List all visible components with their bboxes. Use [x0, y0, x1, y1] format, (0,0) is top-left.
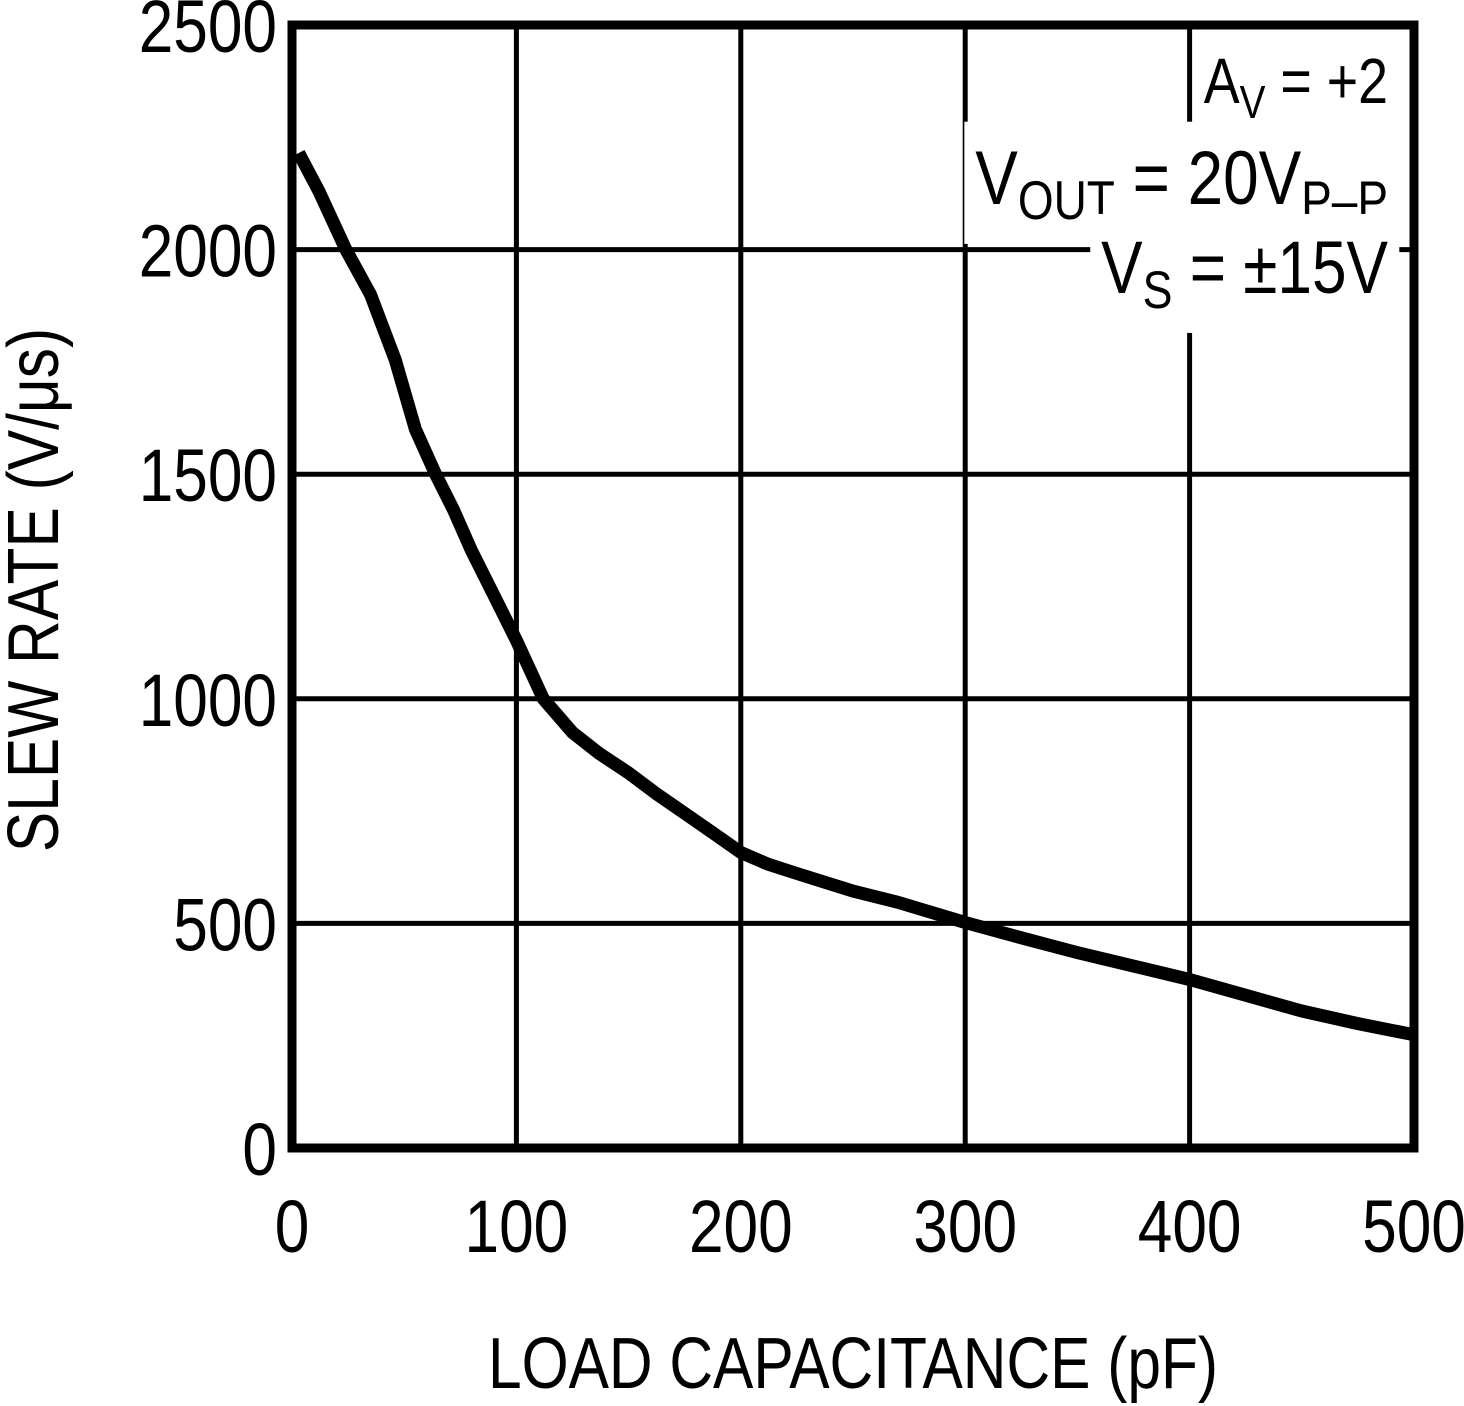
x-tick-label-200: 200	[689, 1186, 793, 1268]
y-axis-title: SLEW RATE (V/μs)	[0, 328, 74, 852]
plot-frame	[287, 20, 1419, 1153]
y-tick-label-1500: 1500	[139, 435, 277, 517]
x-tick-group-300: 300	[913, 1186, 1017, 1268]
x-tick-label-400: 400	[1138, 1186, 1242, 1268]
x-tick-group-0: 0	[275, 1186, 310, 1268]
y-tick-group-1500: 1500	[139, 435, 277, 517]
y-axis-title-group: SLEW RATE (V/μs)	[0, 328, 74, 852]
x-axis-title: LOAD CAPACITANCE (pF)	[488, 1324, 1218, 1404]
x-tick-label-300: 300	[913, 1186, 1017, 1268]
y-tick-group-0: 0	[242, 1109, 277, 1191]
y-tick-label-0: 0	[242, 1109, 277, 1191]
y-tick-label-2500: 2500	[139, 0, 277, 68]
y-tick-group-2000: 2000	[139, 211, 277, 293]
y-tick-group-1000: 1000	[139, 660, 277, 742]
annotation-vs-mask	[1090, 213, 1400, 333]
x-tick-group-500: 500	[1362, 1186, 1464, 1268]
annotation-vs: VS = ±15V	[1101, 227, 1388, 320]
x-tick-group-100: 100	[465, 1186, 569, 1268]
x-axis-title-group: LOAD CAPACITANCE (pF)	[488, 1324, 1218, 1404]
x-tick-group-200: 200	[689, 1186, 793, 1268]
annotation-vs-group: VS = ±15V	[1090, 213, 1400, 333]
x-tick-group-400: 400	[1138, 1186, 1242, 1268]
y-tick-label-2000: 2000	[139, 211, 277, 293]
x-tick-label-0: 0	[275, 1186, 310, 1268]
y-tick-group-2500: 2500	[139, 0, 277, 68]
x-tick-label-500: 500	[1362, 1186, 1464, 1268]
x-tick-label-100: 100	[465, 1186, 569, 1268]
slew-rate-curve	[292, 149, 1416, 1042]
y-tick-label-1000: 1000	[139, 660, 277, 742]
y-tick-group-500: 500	[173, 884, 277, 966]
annotation-av: AV = +2	[1204, 45, 1388, 129]
y-tick-label-500: 500	[173, 884, 277, 966]
